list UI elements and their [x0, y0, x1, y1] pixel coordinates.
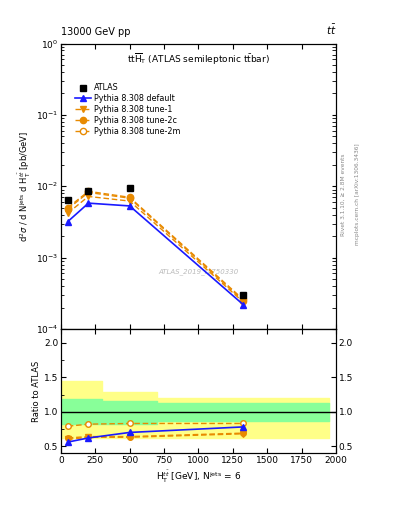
Pythia 8.308 tune-2c: [86, 189, 91, 196]
Text: 13000 GeV pp: 13000 GeV pp: [61, 27, 130, 37]
Text: $t\bar{t}$: $t\bar{t}$: [325, 23, 336, 37]
Pythia 8.308 tune-1: [127, 198, 132, 204]
Pythia 8.308 default: [127, 203, 132, 209]
ATLAS: [127, 185, 132, 191]
Pythia 8.308 tune-2c: [127, 195, 132, 201]
ATLAS: [241, 292, 246, 298]
Pythia 8.308 tune-1: [241, 299, 246, 305]
Text: tt$\overline{\mathrm{H}}_{\mathrm{T}}$ (ATLAS semileptonic t$\bar{\mathrm{t}}$ba: tt$\overline{\mathrm{H}}_{\mathrm{T}}$ (…: [127, 52, 270, 67]
Pythia 8.308 tune-2m: [65, 205, 70, 211]
Y-axis label: Ratio to ATLAS: Ratio to ATLAS: [32, 360, 41, 422]
ATLAS: [86, 188, 91, 195]
Pythia 8.308 tune-2c: [65, 206, 70, 212]
Pythia 8.308 tune-1: [65, 210, 70, 216]
Pythia 8.308 tune-1: [86, 194, 91, 200]
Pythia 8.308 default: [241, 302, 246, 308]
Line: Pythia 8.308 tune-2c: Pythia 8.308 tune-2c: [65, 189, 246, 304]
Pythia 8.308 default: [86, 200, 91, 206]
Line: Pythia 8.308 default: Pythia 8.308 default: [65, 200, 246, 308]
Text: mcplots.cern.ch [arXiv:1306.3436]: mcplots.cern.ch [arXiv:1306.3436]: [355, 144, 360, 245]
Line: Pythia 8.308 tune-2m: Pythia 8.308 tune-2m: [65, 188, 246, 303]
Pythia 8.308 tune-2m: [127, 194, 132, 200]
Line: ATLAS: ATLAS: [65, 185, 246, 298]
Line: Pythia 8.308 tune-1: Pythia 8.308 tune-1: [65, 194, 246, 305]
Text: Rivet 3.1.10, ≥ 2.8M events: Rivet 3.1.10, ≥ 2.8M events: [341, 153, 346, 236]
Y-axis label: d$^2\sigma$ / d N$^{\rm jets}$ d H$_{\rm T}^{t\bar{t}}$ [pb/GeV]: d$^2\sigma$ / d N$^{\rm jets}$ d H$_{\rm…: [17, 131, 33, 242]
Legend: ATLAS, Pythia 8.308 default, Pythia 8.308 tune-1, Pythia 8.308 tune-2c, Pythia 8: ATLAS, Pythia 8.308 default, Pythia 8.30…: [73, 82, 182, 137]
Pythia 8.308 default: [65, 219, 70, 225]
ATLAS: [65, 197, 70, 203]
Pythia 8.308 tune-2m: [241, 296, 246, 303]
Text: ATLAS_2019_I1750330: ATLAS_2019_I1750330: [158, 268, 239, 275]
X-axis label: H$_{\rm T}^{t\bar{t}}$ [GeV], N$^{\rm jets}$ = 6: H$_{\rm T}^{t\bar{t}}$ [GeV], N$^{\rm je…: [156, 469, 241, 485]
Pythia 8.308 tune-2m: [86, 188, 91, 195]
Pythia 8.308 tune-2c: [241, 297, 246, 304]
